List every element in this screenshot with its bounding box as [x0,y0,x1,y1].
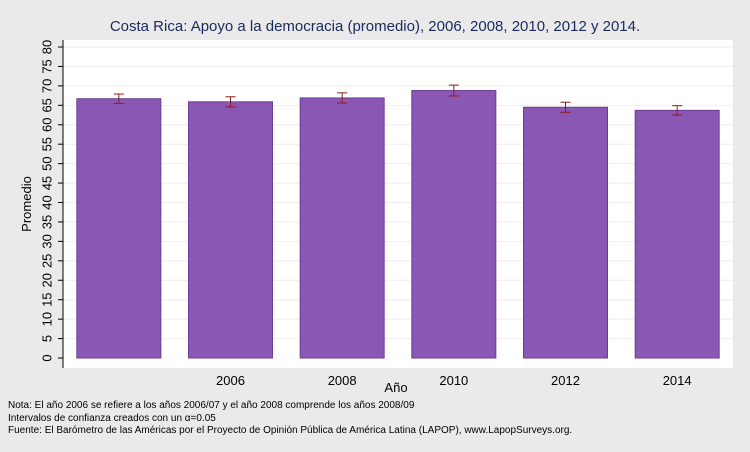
note-line-1: Nota: El año 2006 se refiere a los años … [8,400,415,411]
note-line-2: Intervalos de confianza creados con un α… [8,412,216,424]
y-tick-label: 35 [40,215,55,229]
y-tick-label: 70 [40,79,55,93]
x-tick-label: 2010 [439,373,468,388]
bar [411,90,497,359]
y-tick-label: 40 [40,195,55,209]
plot-area [63,40,733,368]
y-tick-label: 45 [40,176,55,190]
y-tick-label: 75 [40,59,55,73]
bars [76,90,720,359]
y-axis-label: Promedio [19,176,34,232]
chart-title: Costa Rica: Apoyo a la democracia (prome… [110,18,640,35]
bar [523,106,608,359]
error-bars [113,84,683,116]
bar [76,98,162,359]
chart-notes: Nota: El año 2006 se refiere a los años … [8,400,572,438]
y-tick-label: 30 [40,234,55,248]
y-tick-label: 80 [40,40,55,54]
y-tick-label: 65 [40,98,55,112]
y-tick-labels: 0 5 10 15 20 25 30 35 40 45 50 55 60 65 70 75 80 [40,40,55,362]
x-tick-label: 2008 [328,373,357,388]
bar [634,109,720,359]
axes [58,40,64,368]
y-tick-label: 5 [40,335,55,342]
x-tick-labels: 2006 2008 2010 2012 2014 [216,373,692,388]
bar [299,97,385,359]
bar [188,101,273,359]
y-tick-label: 10 [40,312,55,326]
y-tick-label: 60 [40,118,55,132]
note-line-3: Fuente: El Barómetro de las Américas por… [8,425,573,436]
x-tick-label: 2014 [663,373,692,388]
y-tick-label: 20 [40,273,55,287]
x-axis-label: Año [384,380,407,395]
x-tick-label: 2006 [216,373,245,388]
x-tick-label: 2012 [551,373,580,388]
y-tick-label: 25 [40,254,55,268]
y-tick-label: 50 [40,156,55,170]
y-tick-label: 55 [40,137,55,151]
y-tick-label: 15 [40,292,55,306]
y-tick-label: 0 [40,354,55,361]
gridlines [63,46,733,340]
